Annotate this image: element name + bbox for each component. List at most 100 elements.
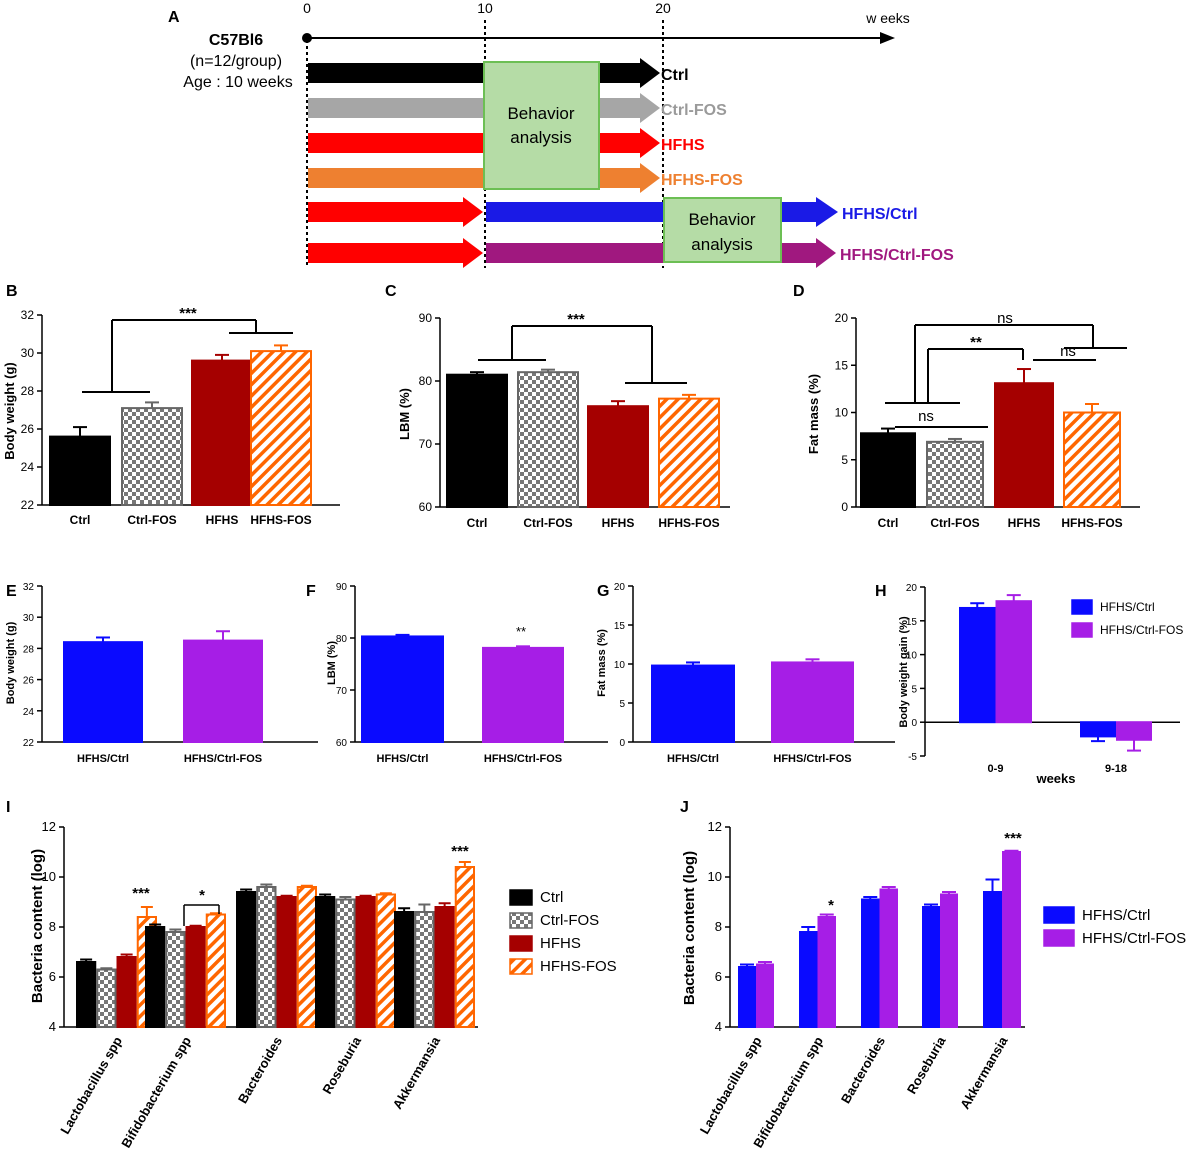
panel-a-label: A [168, 9, 180, 26]
behavior-box-2: Behavior analysis [663, 197, 782, 263]
chart-j-ytick-label: 10 [708, 869, 722, 884]
chart-b-ytick-label: 22 [21, 498, 35, 512]
chart-i-bar-akkermansia-hfhs [434, 906, 455, 1028]
chart-c-sig-label: *** [567, 311, 585, 328]
chart-e-category-label: HFHS/Ctrl [77, 753, 129, 765]
chart-g-ytick-label: 20 [614, 582, 626, 593]
chart-i-bar-lactobacillus-spp-ctrl-fos [96, 968, 117, 1028]
chart-g-category-label: HFHS/Ctrl-FOS [773, 753, 851, 765]
chart-i-ytick-label: 10 [42, 869, 56, 884]
chart-b-panel-label: B [6, 283, 18, 300]
chart-h-ytick-label: 0 [911, 718, 917, 729]
chart-j-bar-bacteroides-hfhs-ctrl [861, 898, 880, 1028]
chart-g-category-label: HFHS/Ctrl [667, 753, 719, 765]
chart-d-fat-mass: D Fat mass (%) 0 5 10 15 20 Ctrl Ctrl-FOS HFHS H… [793, 283, 1140, 530]
chart-f-ytick-label: 90 [336, 582, 348, 593]
chart-i-bar-bifidobacterium-spp-hfhs [185, 926, 206, 1028]
chart-d-category-label: Ctrl [878, 516, 899, 530]
chart-h-weight-gain: H Body weight gain (%) weeks -5 0 5 10 15 20 0… [875, 583, 1183, 786]
chart-c-category-label: HFHS-FOS [658, 516, 719, 530]
chart-b-ytick-label: 32 [21, 308, 35, 322]
chart-i-bar-bacteroides-hfhs-fos [296, 886, 317, 1028]
chart-d-ytick-label: 5 [841, 453, 848, 467]
panel-a-timeline: A C57Bl6 (n=12/group) Age : 10 weeks 0 1… [168, 0, 954, 268]
chart-b-category-label: Ctrl-FOS [127, 513, 176, 527]
chart-c-ytick-label: 80 [419, 374, 433, 388]
chart-i-bar-bifidobacterium-spp-ctrl-fos [165, 931, 186, 1028]
chart-i-sig-bifido: * [199, 887, 205, 904]
chart-d-sig-ns-top: ns [997, 310, 1013, 327]
chart-c-bar-ctrl-fos [517, 371, 579, 508]
arm-label-hfhs-ctrl: HFHS/Ctrl [842, 206, 918, 223]
chart-e-ytick-label: 28 [23, 644, 35, 655]
chart-i-sig-lacto: *** [132, 885, 150, 902]
chart-j-sig-akk: *** [1004, 830, 1022, 847]
chart-b-ytick-label: 24 [21, 460, 35, 474]
chart-i-bar-roseburia-hfhs [355, 896, 376, 1028]
chart-c-bar-ctrl [446, 373, 508, 509]
chart-i-bracket [183, 904, 220, 926]
chart-h-legend-swatch-hfhs-ctrl-fos [1071, 622, 1093, 638]
chart-j-legend-label-hfhs-ctrl-fos: HFHS/Ctrl-FOS [1082, 930, 1186, 947]
svg-text:analysis: analysis [691, 235, 752, 254]
chart-d-significance [885, 324, 1127, 428]
chart-e-ytick-label: 30 [23, 613, 35, 624]
chart-i-category-label: Lactobacillus spp [57, 1034, 125, 1137]
chart-d-category-label: HFHS [1008, 516, 1041, 530]
chart-e-category-label: HFHS/Ctrl-FOS [184, 753, 262, 765]
chart-i-ytick-label: 6 [49, 969, 56, 984]
chart-j-bar-lactobacillus-spp-hfhs-ctrl [738, 966, 756, 1028]
chart-b-category-label: Ctrl [70, 513, 91, 527]
chart-j-ytick-label: 6 [715, 969, 722, 984]
chart-g-ytick-label: 10 [614, 660, 626, 671]
chart-i-bar-lactobacillus-spp-hfhs [116, 956, 137, 1028]
chart-c-ytick-label: 60 [419, 500, 433, 514]
chart-c-bar-hfhs-fos [658, 397, 720, 509]
chart-d-category-label: Ctrl-FOS [930, 516, 979, 530]
chart-b-ylabel: Body weight (g) [2, 362, 17, 460]
chart-b-bar-hfhs-fos [250, 350, 312, 506]
chart-h-legend-label-hfhs-ctrl-fos: HFHS/Ctrl-FOS [1100, 623, 1183, 637]
chart-d-ytick-label: 15 [835, 358, 849, 372]
chart-j-bar-bifidobacterium-spp-hfhs-ctrl-fos [817, 916, 836, 1028]
chart-i-bar-akkermansia-hfhs-fos [454, 866, 475, 1028]
chart-b-category-label: HFHS-FOS [250, 513, 311, 527]
chart-i-legend-label-ctrl: Ctrl [540, 889, 563, 906]
chart-f-category-label: HFHS/Ctrl-FOS [484, 753, 562, 765]
chart-i-panel-label: I [6, 799, 10, 816]
chart-i-bar-lactobacillus-spp-ctrl [76, 961, 97, 1028]
chart-f-panel-label: F [306, 583, 316, 600]
chart-i-legend-swatch-hfhs [509, 935, 533, 952]
timeline-tick-10: 10 [477, 0, 493, 16]
chart-d-category-label: HFHS-FOS [1061, 516, 1122, 530]
chart-i-bar-roseburia-ctrl-fos [335, 898, 356, 1028]
chart-e-ytick-label: 22 [23, 738, 35, 749]
chart-h-legend-label-hfhs-ctrl: HFHS/Ctrl [1100, 600, 1155, 614]
chart-h-ytick-label: 20 [906, 583, 918, 594]
timeline-tick-0: 0 [303, 0, 311, 16]
chart-j-ylabel: Bacteria content (log) [681, 851, 698, 1005]
chart-j-category-label: Roseburia [904, 1033, 949, 1096]
chart-d-bar-ctrl [860, 432, 916, 509]
chart-g-bar-hfhs-ctrl [651, 664, 735, 743]
chart-j-bar-lactobacillus-spp-hfhs-ctrl-fos [756, 963, 774, 1028]
chart-j-ytick-label: 12 [708, 819, 722, 834]
chart-e-bar-hfhs-ctrl-fos [183, 639, 263, 743]
chart-e-ytick-label: 24 [23, 707, 35, 718]
chart-b-ytick-label: 28 [21, 384, 35, 398]
chart-e-ylabel: Body weight (g) [5, 621, 17, 704]
chart-h-ylabel: Body weight gain (%) [898, 616, 910, 728]
chart-j-category-label: Akkermansia [957, 1033, 1011, 1111]
timeline-origin-dot [302, 33, 312, 43]
chart-g-ytick-label: 15 [614, 621, 626, 632]
chart-f-lbm: F LBM (%) 60 70 80 90 HFHS/Ctrl HFHS/Ctrl-FOS… [306, 582, 608, 765]
chart-i-bacteria: I Bacteria content (log) 4 6 8 10 12 Lactobac… [6, 799, 617, 1150]
chart-i-category-label: Bifidobacterium spp [118, 1034, 194, 1150]
chart-d-sig-ns-low: ns [918, 408, 934, 425]
chart-i-legend-label-hfhs-fos: HFHS-FOS [540, 958, 617, 975]
chart-j-bar-akkermansia-hfhs-ctrl-fos [1002, 851, 1021, 1028]
chart-i-legend-swatch-hfhs-fos [509, 958, 533, 975]
chart-f-ytick-label: 70 [336, 686, 348, 697]
chart-h-xlabel: weeks [1035, 771, 1075, 786]
